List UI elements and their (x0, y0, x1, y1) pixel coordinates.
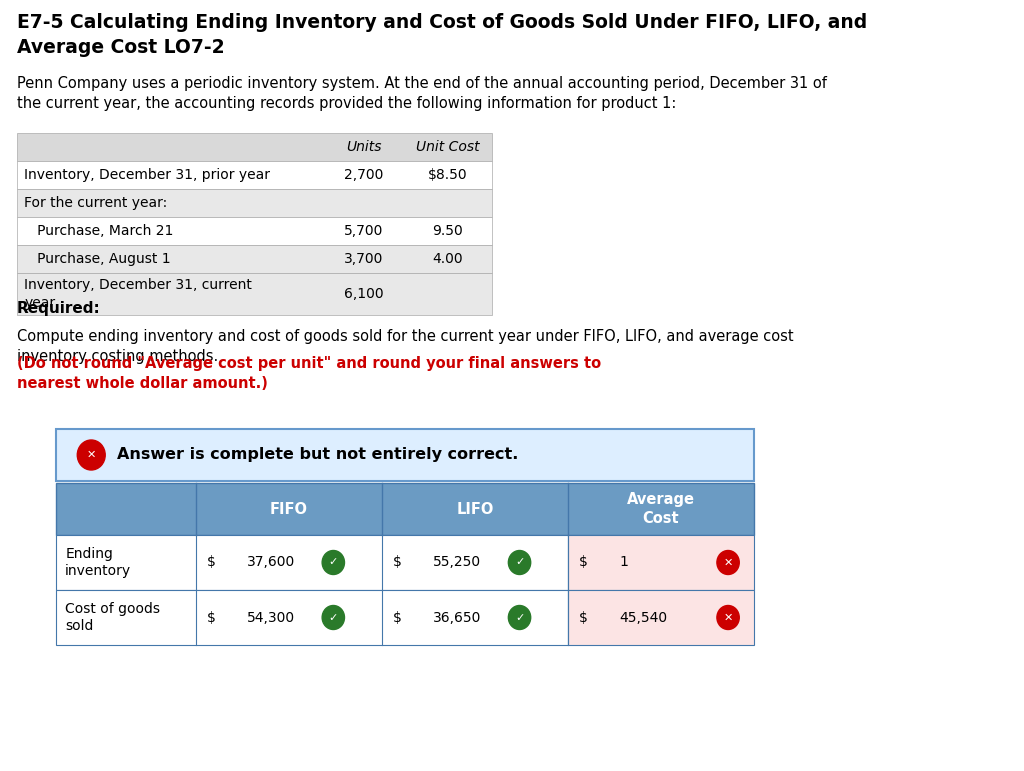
Text: 4.00: 4.00 (432, 252, 463, 266)
Text: Required:: Required: (16, 301, 100, 316)
Text: Answer is complete but not entirely correct.: Answer is complete but not entirely corr… (118, 447, 519, 463)
FancyBboxPatch shape (568, 535, 754, 590)
Text: ✕: ✕ (87, 450, 96, 460)
Text: 55,250: 55,250 (433, 555, 481, 570)
Text: E7-5 Calculating Ending Inventory and Cost of Goods Sold Under FIFO, LIFO, and
A: E7-5 Calculating Ending Inventory and Co… (16, 13, 867, 57)
FancyBboxPatch shape (16, 161, 492, 189)
Text: Units: Units (346, 140, 381, 154)
Text: $: $ (393, 555, 401, 570)
Text: $8.50: $8.50 (428, 168, 467, 182)
FancyBboxPatch shape (56, 429, 754, 481)
Text: ✓: ✓ (515, 557, 524, 567)
Circle shape (508, 550, 530, 574)
Text: Ending
inventory: Ending inventory (66, 547, 131, 578)
Text: ✓: ✓ (329, 612, 338, 622)
Text: LIFO: LIFO (456, 501, 494, 517)
FancyBboxPatch shape (56, 535, 568, 590)
Text: 3,700: 3,700 (344, 252, 383, 266)
Text: Average
Cost: Average Cost (627, 492, 695, 526)
Text: ✕: ✕ (723, 612, 733, 622)
Text: 1: 1 (620, 555, 628, 570)
Text: 45,540: 45,540 (620, 611, 668, 625)
FancyBboxPatch shape (16, 245, 492, 273)
Text: Inventory, December 31, prior year: Inventory, December 31, prior year (25, 168, 270, 182)
Text: 2,700: 2,700 (344, 168, 383, 182)
Circle shape (717, 550, 739, 574)
Circle shape (508, 605, 530, 629)
Text: (Do not round "Average cost per unit" and round your final answers to
nearest wh: (Do not round "Average cost per unit" an… (16, 356, 601, 391)
Circle shape (717, 605, 739, 629)
Text: ✓: ✓ (515, 612, 524, 622)
Text: ✓: ✓ (329, 557, 338, 567)
Text: For the current year:: For the current year: (25, 196, 168, 210)
Text: $: $ (207, 611, 216, 625)
Text: 5,700: 5,700 (344, 224, 383, 238)
Circle shape (77, 440, 105, 470)
Text: Penn Company uses a periodic inventory system. At the end of the annual accounti: Penn Company uses a periodic inventory s… (16, 76, 826, 111)
Text: Cost of goods
sold: Cost of goods sold (66, 602, 160, 633)
FancyBboxPatch shape (16, 189, 492, 217)
Text: 54,300: 54,300 (247, 611, 295, 625)
Text: Purchase, August 1: Purchase, August 1 (25, 252, 171, 266)
Circle shape (323, 550, 344, 574)
Text: Compute ending inventory and cost of goods sold for the current year under FIFO,: Compute ending inventory and cost of goo… (16, 329, 794, 364)
Text: Inventory, December 31, current
year: Inventory, December 31, current year (25, 278, 252, 310)
Text: Purchase, March 21: Purchase, March 21 (25, 224, 174, 238)
Text: $: $ (393, 611, 401, 625)
FancyBboxPatch shape (56, 483, 754, 535)
Text: $: $ (580, 555, 588, 570)
Text: 9.50: 9.50 (432, 224, 463, 238)
FancyBboxPatch shape (568, 590, 754, 645)
FancyBboxPatch shape (16, 217, 492, 245)
Circle shape (323, 605, 344, 629)
Text: $: $ (580, 611, 588, 625)
Text: ✕: ✕ (723, 557, 733, 567)
Text: $: $ (207, 555, 216, 570)
FancyBboxPatch shape (56, 590, 568, 645)
Text: 36,650: 36,650 (433, 611, 481, 625)
FancyBboxPatch shape (16, 273, 492, 315)
Text: 6,100: 6,100 (344, 287, 383, 301)
FancyBboxPatch shape (16, 133, 492, 161)
Text: 37,600: 37,600 (247, 555, 295, 570)
Text: Unit Cost: Unit Cost (416, 140, 479, 154)
Text: FIFO: FIFO (269, 501, 307, 517)
